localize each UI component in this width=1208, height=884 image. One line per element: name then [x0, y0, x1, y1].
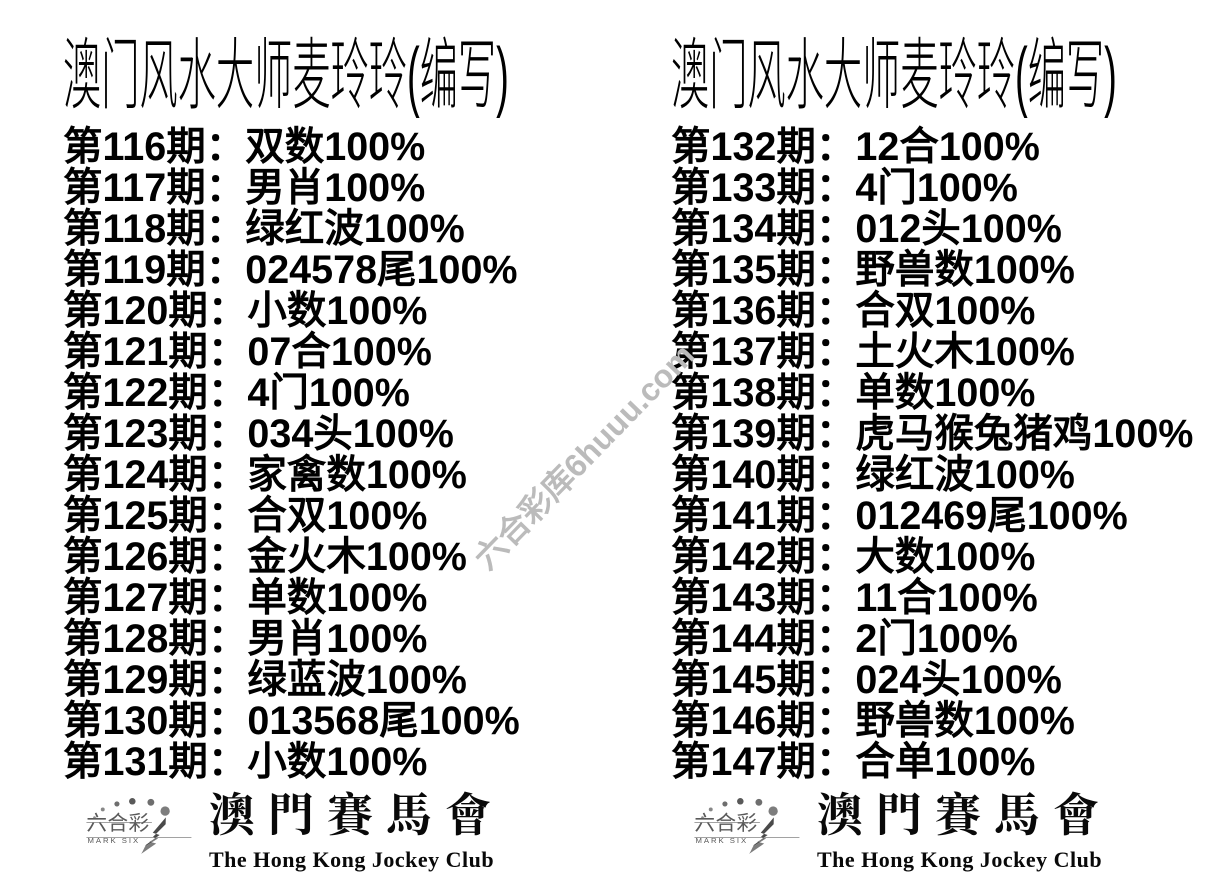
svg-text:MARK SIX: MARK SIX — [695, 836, 748, 845]
svg-text:六合彩: 六合彩 — [694, 812, 757, 835]
svg-text:MARK SIX: MARK SIX — [87, 836, 140, 845]
svg-text:六合彩: 六合彩 — [86, 812, 149, 835]
